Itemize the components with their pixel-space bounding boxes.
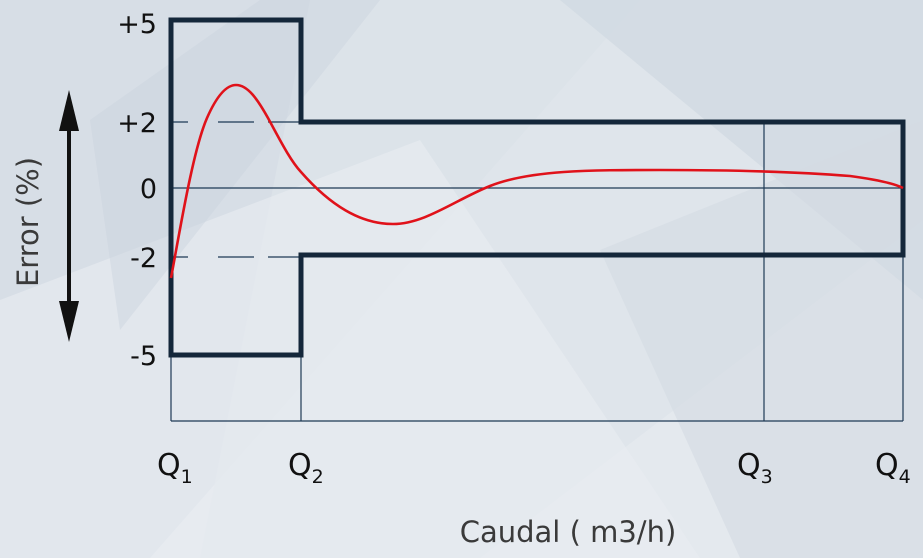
q-main: Q <box>737 448 761 483</box>
q-labels: Q1 Q2 Q3 Q4 <box>157 448 911 488</box>
q3-label: Q3 <box>737 448 773 488</box>
q4-label: Q4 <box>875 448 911 488</box>
y-tick-label: -5 <box>130 341 157 372</box>
bg-facet <box>600 120 923 558</box>
q-main: Q <box>288 448 312 483</box>
y-tick-labels: +5 +2 0 -2 -5 <box>117 9 157 372</box>
q2-label: Q2 <box>288 448 324 488</box>
x-axis-label: Caudal ( m3/h) <box>460 515 677 549</box>
q-sub: 1 <box>181 466 193 488</box>
error-curve <box>169 83 904 279</box>
grid-lines <box>170 121 904 422</box>
y-tick-label: +5 <box>117 9 157 40</box>
y-tick-label: -2 <box>130 243 157 274</box>
arrow-down-head <box>59 301 79 342</box>
q-sub: 2 <box>312 466 324 488</box>
q-sub: 4 <box>899 466 911 488</box>
q-sub: 3 <box>761 466 773 488</box>
y-axis-label: Error (%) <box>11 157 45 287</box>
error-envelope <box>168 17 906 358</box>
bg-facet <box>90 0 380 330</box>
y-tick-label: 0 <box>140 174 157 205</box>
double-arrow <box>59 90 79 342</box>
arrow-up-head <box>59 90 79 131</box>
q-main: Q <box>157 448 181 483</box>
q-main: Q <box>875 448 899 483</box>
q1-label: Q1 <box>157 448 193 488</box>
y-tick-label: +2 <box>117 108 157 139</box>
bg-facet <box>0 140 700 558</box>
